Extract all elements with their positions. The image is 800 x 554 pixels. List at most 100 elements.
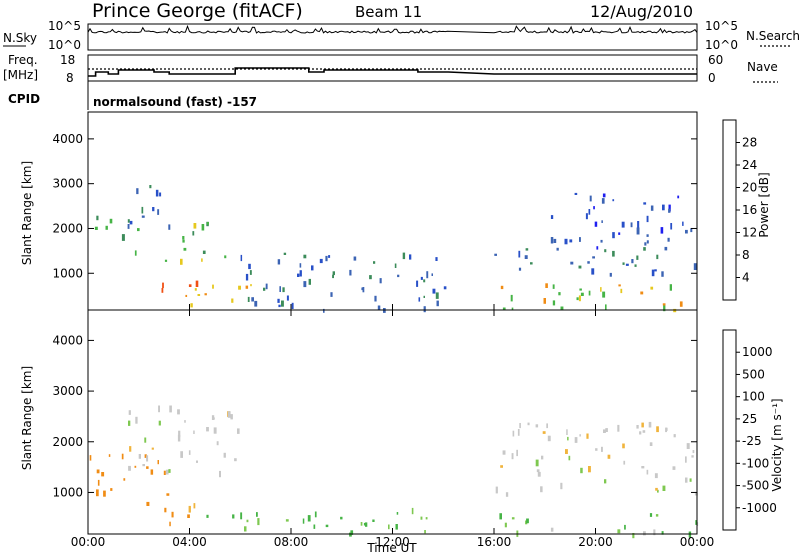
heatmap-cell — [277, 259, 281, 265]
nave-label: Nave — [747, 60, 778, 74]
nave-tick-top: 60 — [708, 53, 723, 67]
heatmap-cell — [146, 455, 149, 462]
cpid-label: CPID — [8, 92, 40, 106]
nave-tick-bottom: 0 — [708, 71, 716, 85]
heatmap-cell — [244, 526, 247, 532]
heatmap-cell — [693, 263, 697, 270]
heatmap-cell — [190, 303, 193, 308]
heatmap-cell — [436, 300, 439, 307]
heatmap-cell — [350, 530, 354, 535]
heatmap-cell — [182, 239, 185, 243]
heatmap-cell — [636, 255, 639, 260]
heatmap-cell — [278, 304, 281, 308]
heatmap-cell — [585, 213, 588, 220]
heatmap-cell — [240, 512, 243, 520]
heatmap-cell — [196, 460, 198, 463]
heatmap-cell — [600, 287, 602, 292]
heatmap-cell — [654, 269, 657, 272]
heatmap-cell — [423, 279, 426, 283]
x-axis-ticks: 00:00 04:00 08:00 12:00 16:00 20:00 00:00 — [71, 304, 714, 549]
heatmap-cell — [552, 284, 555, 289]
heatmap-cell — [653, 529, 656, 536]
heatmap-cell — [594, 221, 598, 227]
heatmap-cell — [655, 487, 658, 491]
heatmap-cell — [141, 215, 145, 218]
heatmap-cell — [601, 198, 605, 204]
heatmap-cell — [146, 466, 149, 469]
heatmap-cell — [579, 288, 582, 291]
heatmap-cell — [377, 305, 381, 310]
heatmap-cell — [129, 446, 132, 452]
heatmap-cell — [656, 254, 659, 260]
heatmap-cell — [662, 303, 666, 306]
heatmap-cell — [550, 527, 554, 532]
heatmap-cell — [245, 285, 249, 289]
heatmap-cell — [134, 250, 137, 256]
heatmap-cell — [96, 489, 99, 497]
heatmap-cell — [201, 224, 205, 231]
heatmap-cell — [177, 434, 181, 442]
x-tick-label: 12:00 — [375, 535, 410, 549]
heatmap-cell — [150, 469, 154, 475]
heatmap-cell — [373, 261, 376, 264]
heatmap-cell — [165, 469, 169, 475]
heatmap-cell — [690, 228, 693, 233]
heatmap-cell — [668, 204, 671, 212]
heatmap-cell — [495, 486, 498, 494]
heatmap-cell — [330, 292, 333, 297]
heatmap-cell — [593, 206, 595, 210]
heatmap-cell — [650, 286, 654, 290]
colorbar-tick-label: -1000 — [742, 501, 777, 515]
colorbar-tick-label: 500 — [742, 367, 765, 381]
heatmap-cell — [537, 471, 541, 477]
heatmap-cell — [510, 294, 513, 302]
heatmap-cell — [670, 223, 673, 230]
heatmap-cell — [592, 256, 595, 259]
heatmap-cell — [511, 517, 515, 520]
station-title: Prince George (fitACF) — [92, 0, 303, 22]
heatmap-cell — [231, 298, 234, 303]
heatmap-cell — [149, 185, 152, 189]
heatmap-cell — [602, 291, 606, 298]
heatmap-cell — [152, 207, 155, 212]
heatmap-cell — [651, 269, 655, 277]
colorbar-tick-label: 12 — [742, 226, 757, 240]
heatmap-cell — [646, 469, 649, 475]
heatmap-cell — [193, 223, 197, 229]
heatmap-cell — [340, 516, 343, 520]
heatmap-cell — [524, 255, 528, 259]
heatmap-cell — [202, 250, 206, 254]
heatmap-cell — [682, 221, 684, 226]
heatmap-cell — [285, 519, 289, 522]
heatmap-cell — [601, 220, 603, 223]
heatmap-cell — [535, 424, 539, 428]
heatmap-cell — [494, 253, 497, 256]
heatmap-cell — [423, 306, 426, 313]
heatmap-cell — [360, 522, 363, 526]
heatmap-cell — [516, 449, 518, 457]
heatmap-cell — [621, 221, 625, 228]
heatmap-cell — [188, 284, 192, 287]
heatmap-cell — [648, 421, 652, 428]
heatmap-cell — [673, 308, 677, 313]
velocity-y-ticks: 1000 2000 3000 4000 — [52, 333, 697, 499]
heatmap-cell — [586, 433, 589, 439]
colorbar-tick-label: -500 — [742, 479, 769, 493]
heatmap-cell — [672, 466, 676, 470]
heatmap-cell — [673, 434, 676, 438]
heatmap-cell — [325, 524, 329, 528]
heatmap-cell — [188, 450, 191, 455]
heatmap-cell — [552, 300, 556, 306]
heatmap-cell — [646, 234, 649, 237]
heatmap-cell — [424, 530, 426, 534]
heatmap-cell — [110, 488, 113, 491]
heatmap-cell — [527, 422, 530, 426]
velocity-panel-frame — [87, 309, 698, 535]
heatmap-cell — [372, 519, 375, 522]
colorbar-tick-label: 24 — [742, 158, 757, 172]
heatmap-cell — [661, 271, 664, 277]
heatmap-cell — [540, 486, 543, 493]
heatmap-cell — [432, 288, 436, 294]
heatmap-cell — [425, 517, 428, 520]
heatmap-cell — [500, 285, 504, 290]
